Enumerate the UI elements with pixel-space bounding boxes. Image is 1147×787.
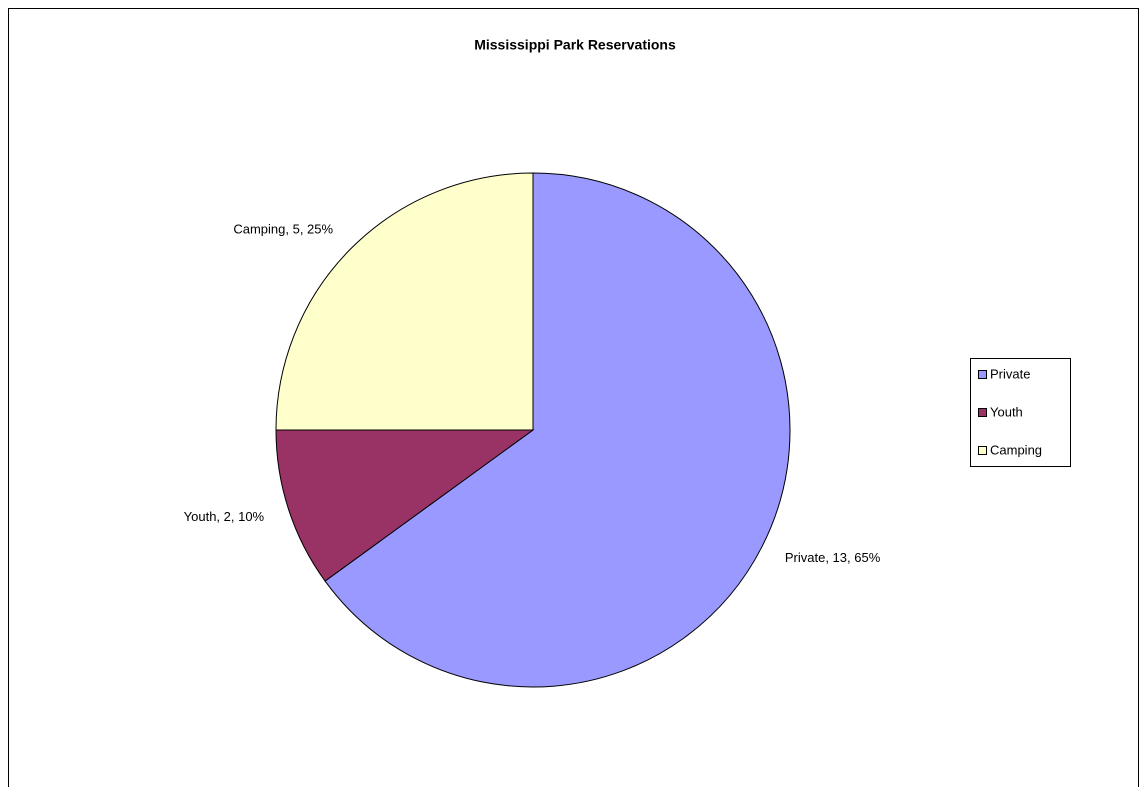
pie-slice	[324, 172, 791, 688]
data-label: Youth, 2, 10%	[184, 509, 265, 524]
pie-slice	[275, 172, 534, 431]
pie-slice	[275, 429, 535, 582]
legend-label: Youth	[990, 404, 1023, 419]
chart-frame	[8, 8, 1139, 787]
legend-box	[970, 358, 1071, 467]
legend-swatch	[978, 408, 987, 417]
chart-title: Mississippi Park Reservations	[474, 37, 676, 53]
data-label: Camping, 5, 25%	[233, 222, 333, 237]
legend-label: Private	[990, 366, 1030, 381]
legend-swatch	[978, 446, 987, 455]
legend-label: Camping	[990, 442, 1042, 457]
legend-swatch	[978, 370, 987, 379]
data-label: Private, 13, 65%	[785, 550, 881, 565]
